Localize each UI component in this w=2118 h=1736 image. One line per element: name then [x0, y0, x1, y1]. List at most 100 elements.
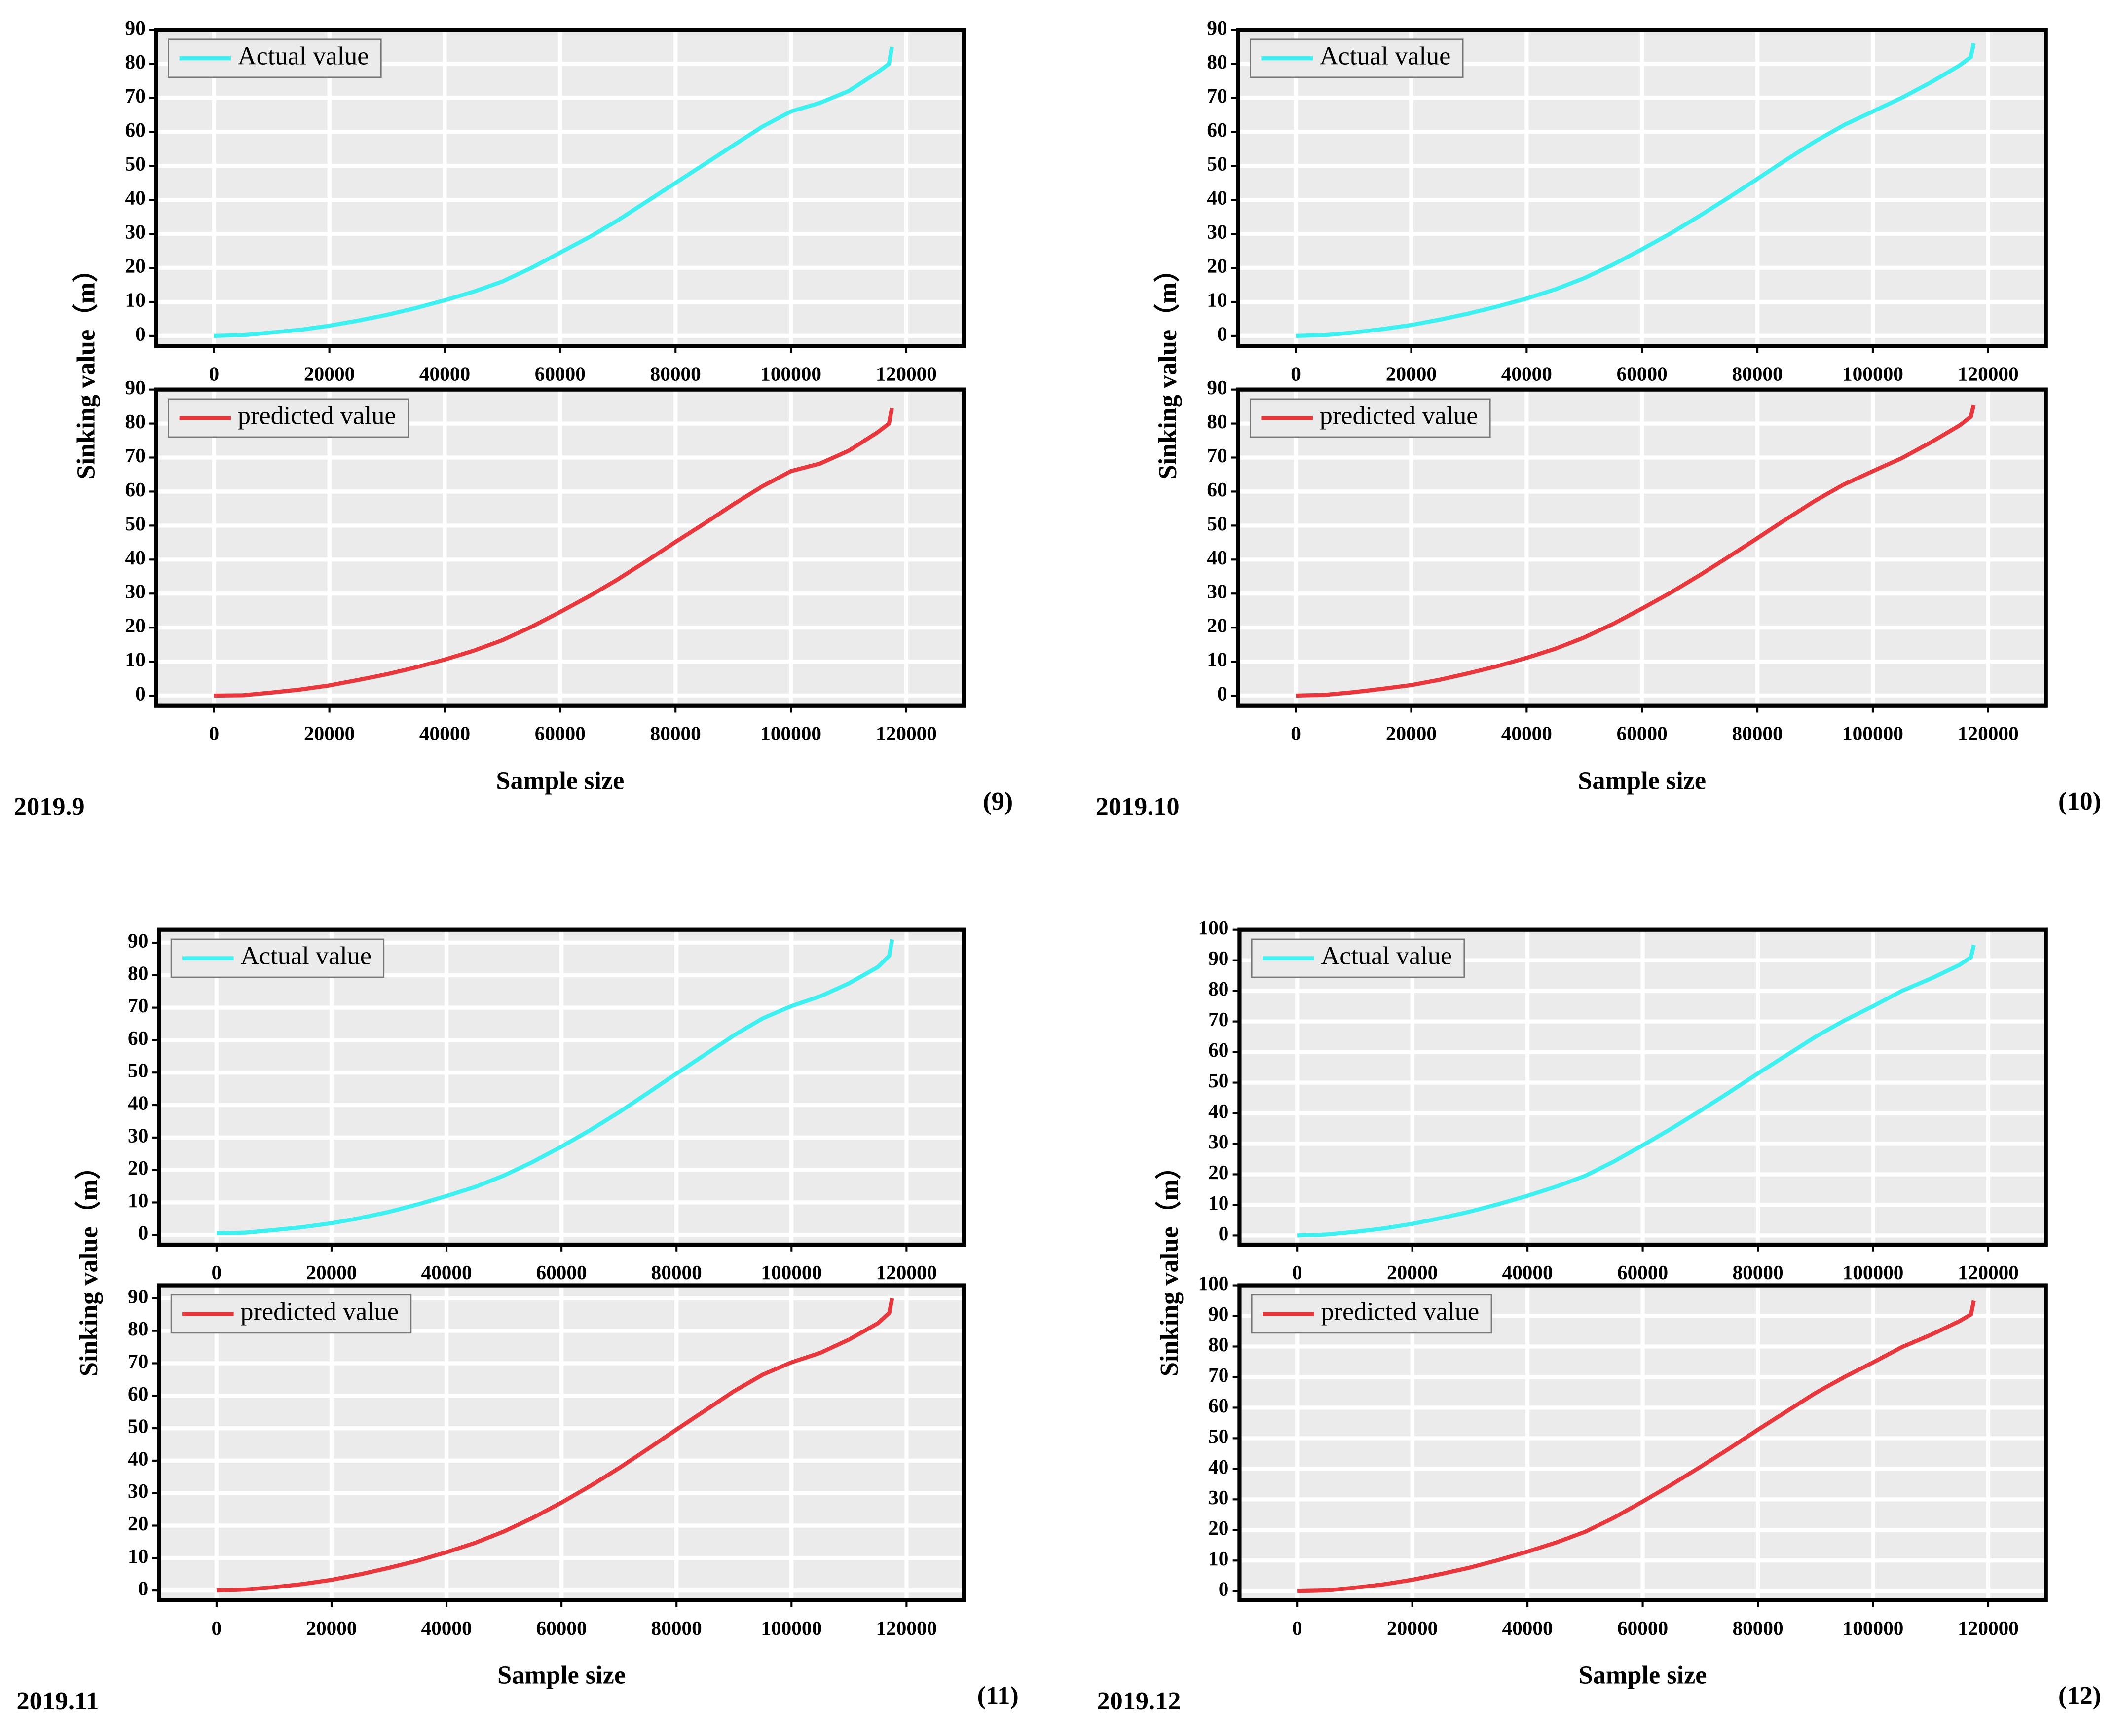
y-tick-label: 20 [128, 1156, 148, 1179]
x-axis-label: Sample size [1578, 767, 1706, 795]
legend-label: predicted value [1321, 1297, 1480, 1326]
x-tick-label: 40000 [421, 1261, 472, 1284]
x-axis-label: Sample size [1579, 1661, 1707, 1690]
y-tick-label: 50 [1207, 512, 1227, 535]
y-tick-label: 0 [1219, 1578, 1229, 1600]
x-tick-label: 20000 [1386, 722, 1437, 745]
legend-label: Actual value [238, 41, 369, 70]
y-tick-label: 10 [125, 288, 146, 311]
y-tick-label: 70 [128, 994, 148, 1017]
y-tick-label: 40 [128, 1447, 148, 1470]
y-tick-label: 10 [1207, 648, 1227, 671]
y-tick-label: 60 [125, 118, 146, 141]
y-tick-label: 40 [1208, 1455, 1228, 1478]
y-tick-label: 20 [128, 1512, 148, 1535]
y-axis-label: Sinking value（m） [1153, 257, 1182, 480]
y-tick-label: 70 [125, 84, 146, 107]
y-tick-label: 90 [1207, 16, 1227, 39]
x-tick-label: 60000 [535, 363, 586, 385]
x-tick-label: 100000 [760, 363, 821, 385]
y-tick-label: 80 [128, 1317, 148, 1340]
panel-tag: (9) [983, 787, 1013, 815]
y-tick-label: 20 [1207, 614, 1227, 637]
x-tick-label: 40000 [1502, 1617, 1553, 1639]
y-tick-label: 90 [125, 16, 146, 39]
x-tick-label: 0 [212, 1617, 222, 1639]
data-line [1296, 43, 1976, 338]
plot-frame [1237, 927, 2048, 1247]
x-tick-label: 80000 [1732, 1261, 1783, 1284]
x-tick-label: 0 [209, 722, 219, 745]
y-tick-label: 40 [125, 186, 146, 209]
y-tick-label: 90 [128, 1285, 148, 1307]
y-tick-label: 80 [1207, 50, 1227, 73]
y-axis-label: Sinking value（m） [1155, 1153, 1184, 1376]
x-tick-label: 100000 [1842, 722, 1903, 745]
plot-frame [157, 1283, 966, 1602]
y-tick-label: 10 [128, 1189, 148, 1212]
y-tick-label: 20 [1208, 1161, 1228, 1183]
y-tick-label: 30 [1207, 221, 1227, 243]
x-tick-label: 100000 [761, 1261, 822, 1284]
x-tick-label: 120000 [1958, 1617, 2019, 1639]
data-line [214, 46, 894, 338]
x-tick-label: 40000 [1501, 722, 1552, 745]
x-tick-label: 80000 [1732, 363, 1783, 385]
panel-date: 2019.12 [1097, 1687, 1181, 1715]
x-tick-label: 80000 [650, 363, 701, 385]
x-tick-label: 100000 [1843, 1617, 1904, 1639]
y-tick-label: 60 [1207, 478, 1227, 501]
y-tick-label: 50 [125, 152, 146, 175]
y-tick-label: 30 [128, 1479, 148, 1502]
data-line [216, 939, 894, 1236]
plot-frame [1237, 1283, 2048, 1602]
x-tick-label: 80000 [651, 1261, 702, 1284]
x-tick-label: 80000 [1732, 1617, 1783, 1639]
legend-label: Actual value [1320, 41, 1451, 70]
y-tick-label: 80 [1207, 410, 1227, 433]
y-tick-label: 0 [1217, 322, 1227, 345]
y-tick-label: 40 [1207, 186, 1227, 209]
plot-frame [1236, 387, 2048, 708]
x-tick-label: 0 [1291, 722, 1301, 745]
x-tick-label: 60000 [1617, 1617, 1668, 1639]
y-tick-label: 20 [125, 255, 146, 277]
y-tick-label: 60 [1207, 118, 1227, 141]
x-tick-label: 80000 [1732, 722, 1783, 745]
x-tick-label: 20000 [304, 363, 355, 385]
data-line [1297, 1300, 1976, 1593]
y-tick-label: 50 [125, 512, 146, 535]
y-tick-label: 70 [1207, 84, 1227, 107]
y-axis-label: Sinking value（m） [72, 257, 100, 480]
x-tick-label: 60000 [536, 1261, 587, 1284]
y-tick-label: 10 [1207, 288, 1227, 311]
y-tick-label: 70 [1207, 444, 1227, 467]
y-tick-label: 30 [1208, 1130, 1228, 1153]
x-tick-label: 100000 [1842, 363, 1903, 385]
data-line [1297, 944, 1976, 1238]
panel-tag: (12) [2058, 1681, 2101, 1710]
y-tick-label: 40 [128, 1092, 148, 1114]
y-tick-label: 90 [1208, 1302, 1228, 1325]
x-tick-label: 100000 [760, 722, 821, 745]
x-tick-label: 120000 [876, 363, 937, 385]
x-tick-label: 20000 [306, 1617, 357, 1639]
x-tick-label: 120000 [1958, 1261, 2019, 1284]
x-tick-label: 120000 [876, 1261, 937, 1284]
x-tick-label: 40000 [419, 722, 470, 745]
y-tick-label: 80 [125, 50, 146, 73]
y-tick-label: 30 [1207, 580, 1227, 603]
x-tick-label: 120000 [876, 1617, 937, 1639]
y-tick-label: 100 [1198, 916, 1229, 939]
plot-frame [157, 927, 966, 1247]
x-tick-label: 20000 [304, 722, 355, 745]
plot-frame [1236, 28, 2048, 348]
y-tick-label: 0 [138, 1221, 149, 1244]
y-tick-label: 30 [128, 1124, 148, 1146]
y-tick-label: 90 [125, 376, 146, 399]
x-tick-label: 120000 [1958, 363, 2019, 385]
y-tick-label: 60 [125, 478, 146, 501]
x-tick-label: 80000 [651, 1617, 702, 1639]
y-tick-label: 30 [125, 221, 146, 243]
